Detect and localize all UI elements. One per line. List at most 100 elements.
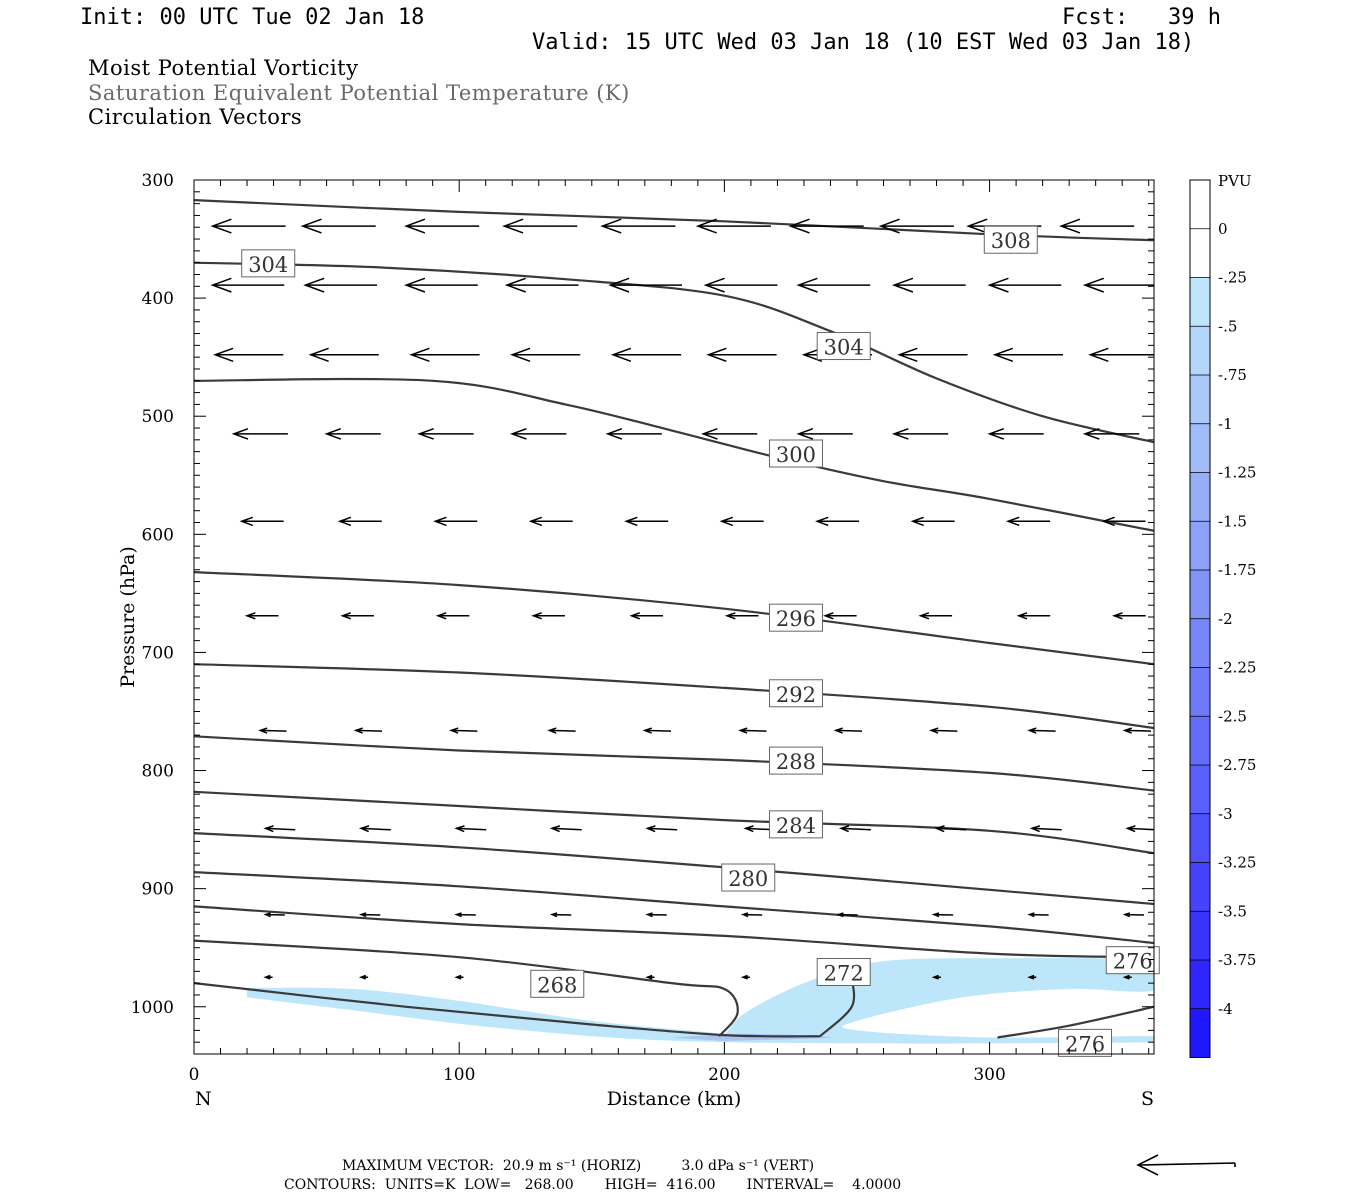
- contour-276: [997, 1005, 1154, 1039]
- y-tick-label: 800: [142, 762, 174, 782]
- field-title-thetae: Saturation Equivalent Potential Temperat…: [88, 81, 630, 105]
- theta-e-contours: [194, 199, 1154, 1039]
- y-tick-label: 900: [142, 880, 174, 900]
- contour-label-box: [768, 746, 823, 775]
- circulation-vector: [1125, 825, 1154, 833]
- circulation-vector: [1027, 974, 1037, 980]
- circulation-vector: [404, 218, 480, 234]
- circulation-vector: [1088, 347, 1154, 363]
- contour-label: 276: [1113, 950, 1153, 974]
- y-axis-label: Pressure (hPa): [117, 546, 139, 688]
- colorbar-swatch: [1190, 716, 1210, 766]
- contour-label-box: [768, 810, 823, 839]
- circulation-vector: [454, 912, 476, 918]
- colorbar-swatch: [1190, 618, 1210, 668]
- circulation-vector: [454, 974, 464, 980]
- circulation-vector: [934, 825, 967, 833]
- circulation-vector: [701, 427, 758, 440]
- reference-vector: [1136, 1154, 1236, 1176]
- x-tick-label: 0: [189, 1065, 200, 1085]
- contour-280: [194, 832, 1154, 906]
- circulation-vector: [239, 516, 284, 527]
- colorbar-swatch: [1190, 765, 1210, 815]
- circulation-vector: [244, 612, 279, 620]
- circulation-vector: [891, 427, 949, 440]
- contour-272: [194, 939, 739, 1038]
- circulation-vector: [263, 912, 285, 918]
- contour-label: 280: [728, 867, 768, 891]
- contour-label-box: [983, 225, 1038, 254]
- circulation-vector: [796, 427, 853, 440]
- circulation-vector: [740, 912, 763, 918]
- circulation-vector: [706, 347, 777, 363]
- colorbar-label: -3.25: [1218, 854, 1256, 872]
- circulation-vector: [642, 727, 672, 734]
- circulation-vectors: [210, 218, 1154, 980]
- contour-284: [194, 790, 1154, 855]
- circulation-vector: [1005, 516, 1051, 527]
- contour-label-box: [1105, 946, 1160, 975]
- circulation-vector: [1111, 612, 1146, 620]
- circulation-vector: [645, 974, 655, 980]
- circulation-vector: [210, 218, 286, 234]
- contour-label-box: [721, 863, 776, 892]
- contour-276: [194, 871, 1154, 945]
- colorbar-label: -2.25: [1218, 659, 1256, 677]
- colorbar-label: 0: [1218, 220, 1228, 238]
- circulation-vector: [502, 218, 578, 234]
- colorbar-swatch: [1190, 911, 1210, 961]
- contour-label-box: [768, 603, 823, 632]
- colorbar-swatch: [1190, 180, 1210, 230]
- circulation-vector: [1016, 612, 1051, 620]
- colorbar-label: -1.25: [1218, 464, 1256, 482]
- plot-frame: [193, 179, 1155, 1055]
- contour-label-box: [816, 958, 871, 987]
- circulation-vector: [263, 974, 273, 980]
- cross-section-chart: 308304304300296292288284280276272268276 …: [117, 171, 1256, 1110]
- circulation-vector: [1082, 277, 1154, 293]
- contour-label: 292: [776, 683, 816, 707]
- circulation-vector: [1122, 727, 1152, 734]
- colorbar-label: -2: [1218, 610, 1233, 628]
- init-time: Init: 00 UTC Tue 02 Jan 18: [80, 5, 425, 30]
- circulation-vector: [1029, 825, 1062, 833]
- circulation-vector: [231, 427, 288, 440]
- colorbar-label: -.75: [1218, 366, 1247, 384]
- colorbar-swatch: [1190, 277, 1210, 327]
- colorbar-label: -4: [1218, 1000, 1233, 1018]
- circulation-vector: [1027, 727, 1056, 734]
- x-end-label-left: N: [195, 1088, 212, 1110]
- circulation-vector: [417, 427, 474, 440]
- field-title-mpv: Moist Potential Vorticity: [88, 56, 359, 80]
- colorbar-label: -1: [1218, 415, 1233, 433]
- x-tick-label: 300: [973, 1065, 1005, 1085]
- circulation-vector: [454, 825, 487, 833]
- circulation-vector: [703, 277, 778, 293]
- circulation-vector: [695, 218, 771, 234]
- circulation-vector: [210, 277, 285, 293]
- circulation-vector: [878, 218, 954, 234]
- contour-label-box: [816, 332, 871, 361]
- circulation-vector: [897, 347, 968, 363]
- circulation-vector: [547, 727, 576, 734]
- circulation-vector: [213, 347, 284, 363]
- colorbar-swatch: [1190, 667, 1210, 717]
- circulation-vector: [510, 427, 567, 440]
- circulation-vector: [510, 347, 581, 363]
- contour-300: [194, 377, 1154, 532]
- contour-268: [194, 982, 820, 1038]
- x-tick-label: 100: [443, 1065, 475, 1085]
- contour-label: 276: [1065, 1032, 1105, 1056]
- colorbar-swatch: [1190, 813, 1210, 863]
- circulation-vector: [1027, 912, 1049, 918]
- circulation-vector: [1122, 974, 1132, 980]
- circulation-vector: [931, 912, 954, 918]
- contour-288: [194, 735, 1154, 792]
- circulation-vector: [263, 825, 296, 833]
- colorbar-swatch: [1190, 521, 1210, 571]
- circulation-vector: [891, 277, 966, 293]
- contour-304: [194, 261, 1154, 444]
- circulation-vector: [624, 516, 669, 527]
- circulation-vector: [303, 277, 377, 293]
- y-tick-label: 1000: [131, 998, 174, 1018]
